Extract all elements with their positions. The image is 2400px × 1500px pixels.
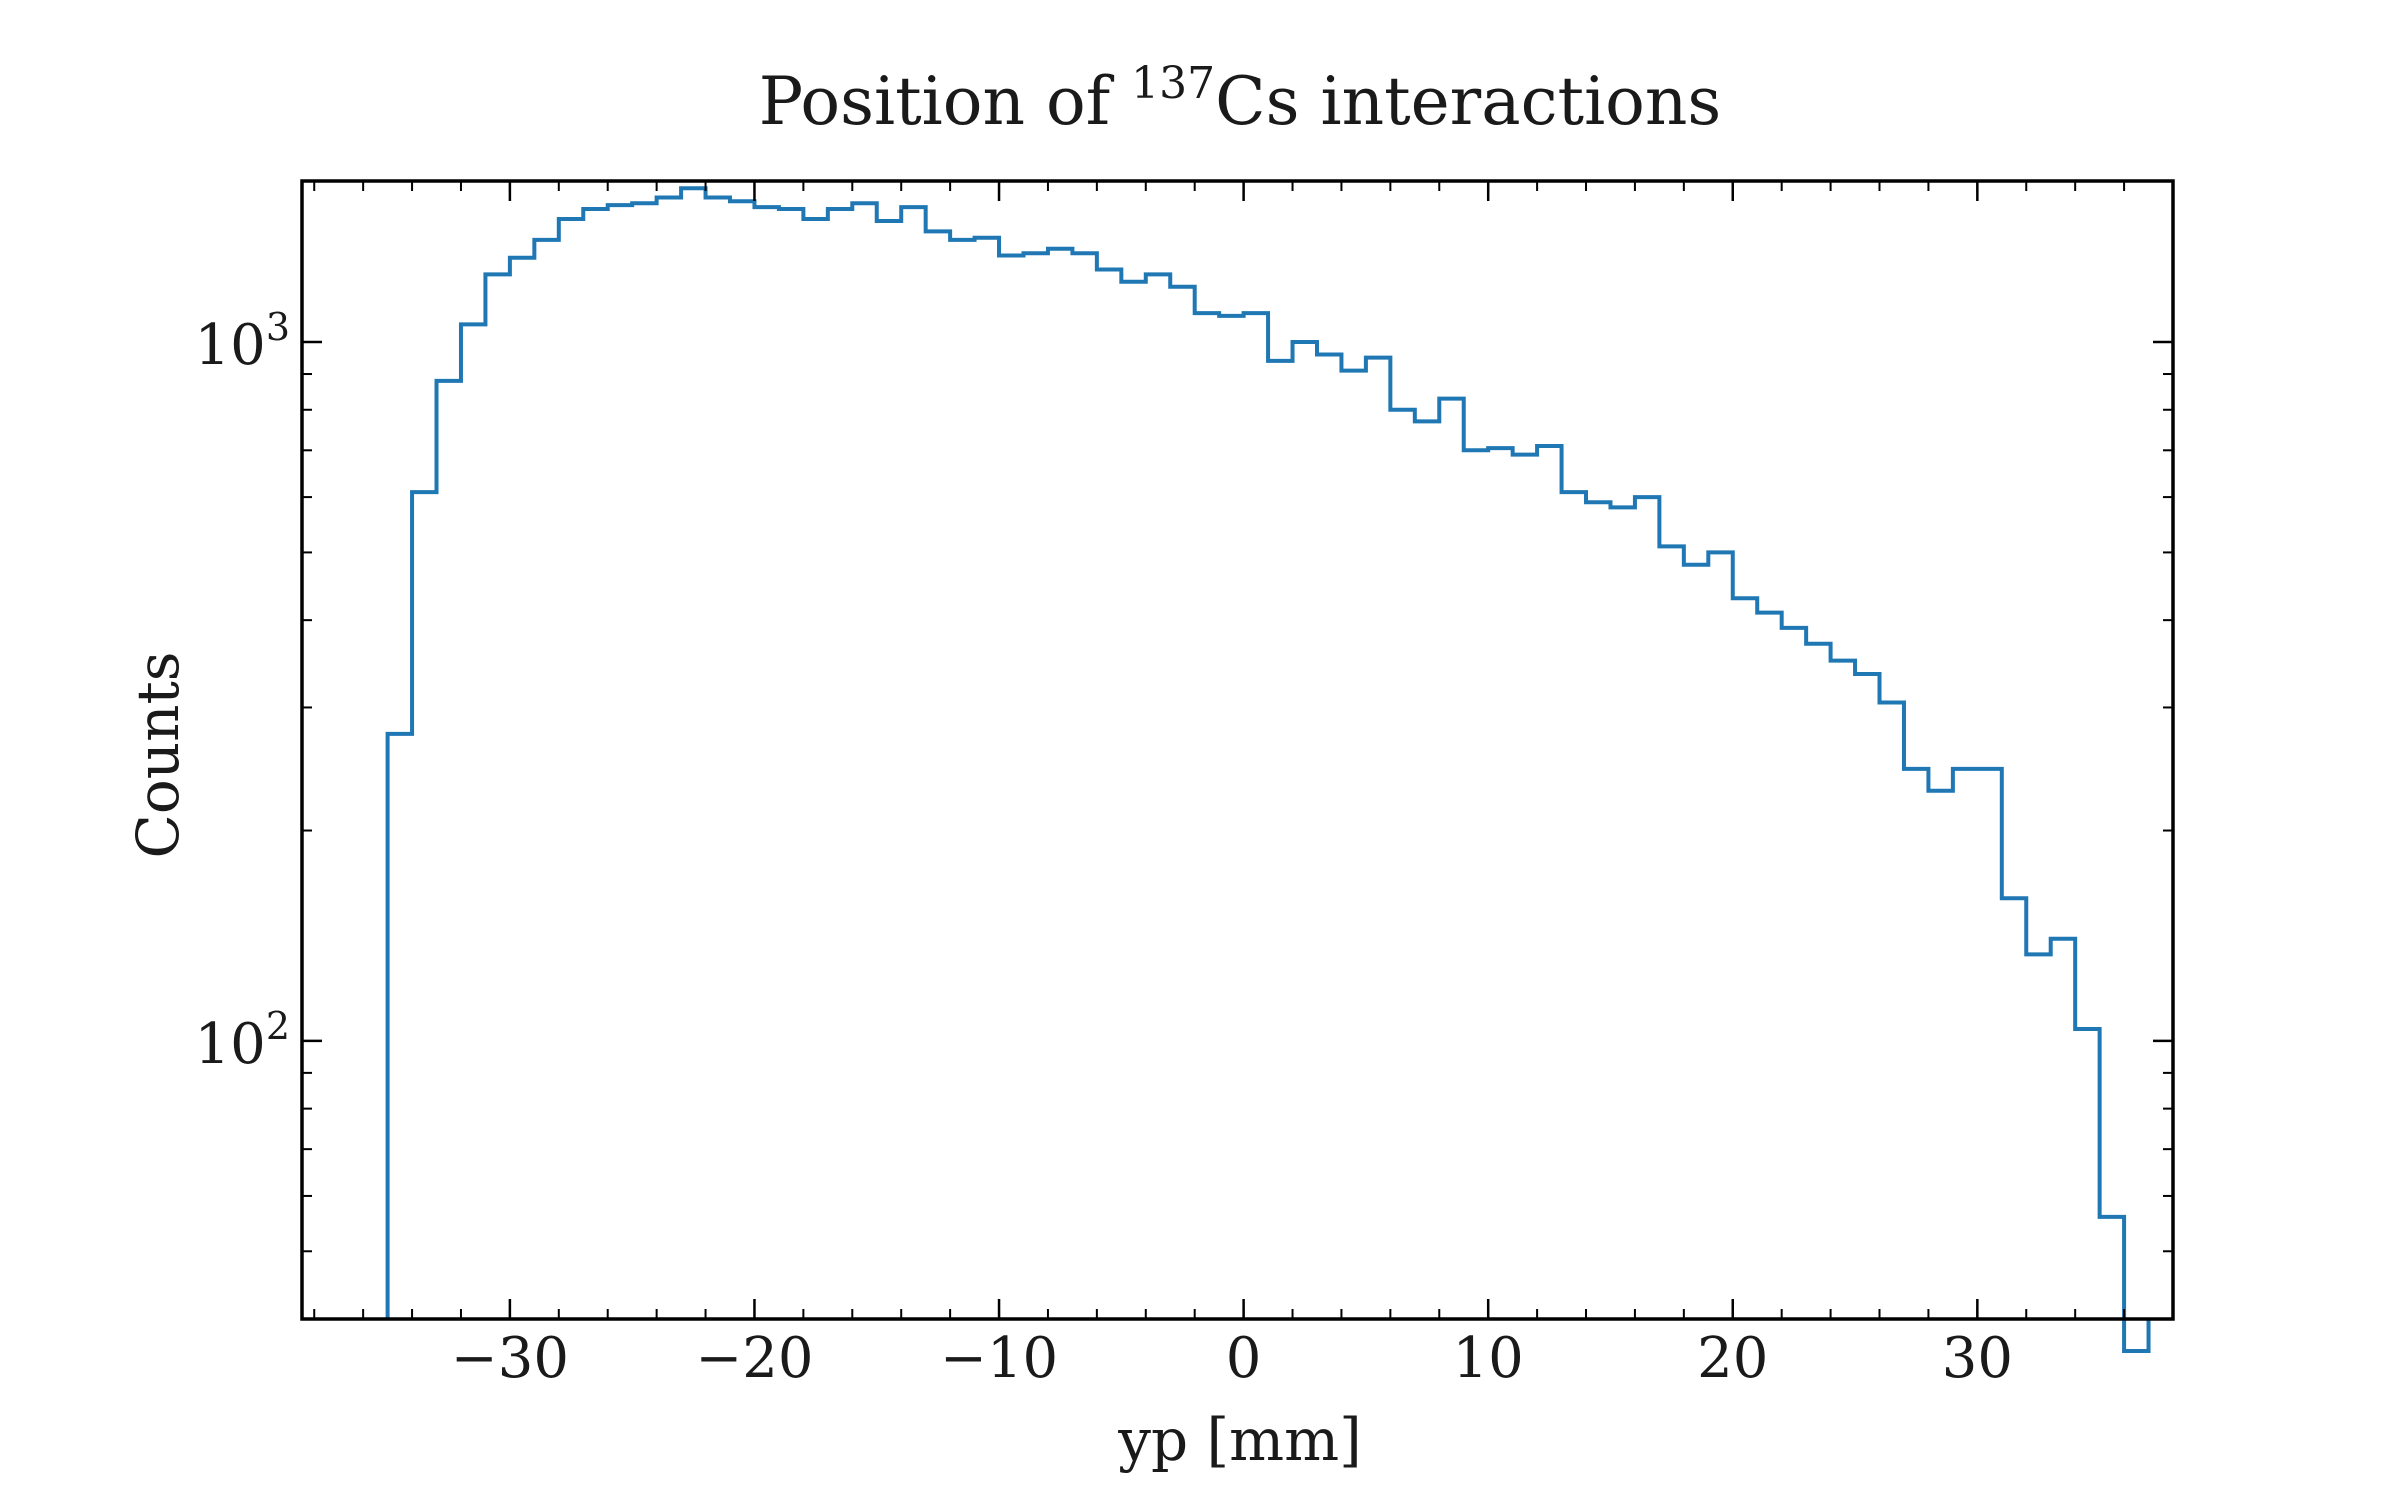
y-tick-label: 103: [195, 305, 290, 378]
svg-text:Position of 137Cs interactions: Position of 137Cs interactions: [759, 58, 1722, 140]
y-tick-labels: 102 103: [195, 305, 290, 1077]
x-tick-label: 0: [1226, 1326, 1262, 1391]
y-axis-label: Counts: [124, 651, 192, 858]
title-main: Position of: [759, 63, 1131, 140]
x-tick-label: 20: [1697, 1326, 1768, 1391]
x-tick-label: 10: [1453, 1326, 1524, 1391]
plot-frame: [300, 179, 2175, 1321]
histogram-series-line: [385, 186, 2151, 1353]
axis-ticks: [302, 181, 2174, 1320]
x-tick-label: −10: [940, 1326, 1058, 1391]
x-axis-label: yp [mm]: [1117, 1406, 1362, 1474]
x-tick-labels: −30 −20 −10 0 10 20 30: [451, 1326, 2013, 1391]
x-tick-label: −20: [695, 1326, 813, 1391]
x-tick-label: −30: [451, 1326, 569, 1391]
x-tick-label: 30: [1942, 1326, 2013, 1391]
y-tick-label: 102: [195, 1004, 290, 1077]
title-superscript: 137: [1131, 58, 1215, 109]
title-rest: Cs interactions: [1215, 63, 1721, 140]
plot-area: [385, 186, 2151, 1353]
title: Position of 137Cs interactions: [759, 58, 1722, 140]
